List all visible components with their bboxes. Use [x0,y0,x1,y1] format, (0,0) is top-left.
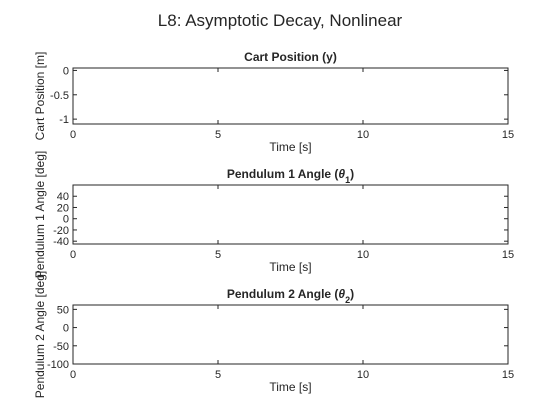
cart-position-y-axis-label: Cart Position [m] [33,52,47,141]
cart-position-x-tick-label: 10 [357,129,369,141]
cart-position-x-tick-label: 15 [502,129,514,141]
pendulum-2-x-tick-label: 0 [70,369,76,381]
pendulum-1-x-axis-label: Time [s] [269,260,311,274]
pendulum-1-axes-box [72,184,509,245]
pendulum-2-title: Pendulum 2 Angle (θ2) [227,287,354,305]
pendulum-2-x-tick-label: 10 [357,369,369,381]
pendulum-1-title-end: ) [350,167,354,181]
cart-position-axes-box [72,67,509,125]
pendulum-2-title-symbol: θ [338,287,345,301]
cart-position-x-tick-label: 0 [70,129,76,141]
pendulum-2-x-tick-label: 5 [215,369,221,381]
pendulum-2-y-tick-label: 50 [57,304,69,316]
pendulum-2-y-tick-label: -50 [53,341,69,353]
cart-position-x-tick-label: 5 [215,129,221,141]
pendulum-1-x-tick-label: 15 [502,249,514,261]
pendulum-1-title: Pendulum 1 Angle (θ1) [227,167,354,185]
cart-position-title: Cart Position (y) [244,50,337,64]
figure-title: L8: Asymptotic Decay, Nonlinear [158,11,403,30]
pendulum-2-title-end: ) [350,287,354,301]
pendulum-1-y-tick-label: -20 [53,225,69,237]
cart-position-y-tick-label: -0.5 [50,90,69,102]
pendulum-1-title-symbol: θ [338,167,345,181]
pendulum-1-x-tick-label: 10 [357,249,369,261]
pendulum-1-y-tick-label: 40 [57,191,69,203]
pendulum-2-title-main: Pendulum 2 Angle ( [227,287,339,301]
pendulum-1-x-tick-label: 5 [215,249,221,261]
pendulum-1-y-tick-label: 20 [57,202,69,214]
pendulum-1-y-tick-label: -40 [53,236,69,248]
pendulum-1-y-axis-label: Pendulum 1 Angle [deg] [33,151,47,278]
pendulum-2-y-tick-label: 0 [63,323,69,335]
subplot-cart-position: 0 5 10 15 0 -0.5 -1 Time [s] Cart Position [m] Ca… [33,50,514,154]
subplot-pendulum-2: 0 5 10 15 50 0 -50 -100 Time [s] Pendulum 2 Angle… [33,271,514,398]
cart-position-y-tick-label: -1 [59,114,69,126]
pendulum-1-title-subscript: 1 [345,175,350,185]
cart-position-x-axis-label: Time [s] [269,140,311,154]
cart-position-y-tick-label: 0 [63,65,69,77]
pendulum-1-x-tick-label: 0 [70,249,76,261]
pendulum-2-axes-box [72,304,509,365]
pendulum-2-y-tick-label: -100 [47,359,69,371]
pendulum-2-x-tick-label: 15 [502,369,514,381]
pendulum-2-title-subscript: 2 [345,295,350,305]
pendulum-2-y-axis-label: Pendulum 2 Angle [deg] [33,271,47,398]
pendulum-1-y-tick-label: 0 [63,214,69,226]
pendulum-1-title-main: Pendulum 1 Angle ( [227,167,339,181]
pendulum-2-x-axis-label: Time [s] [269,380,311,394]
